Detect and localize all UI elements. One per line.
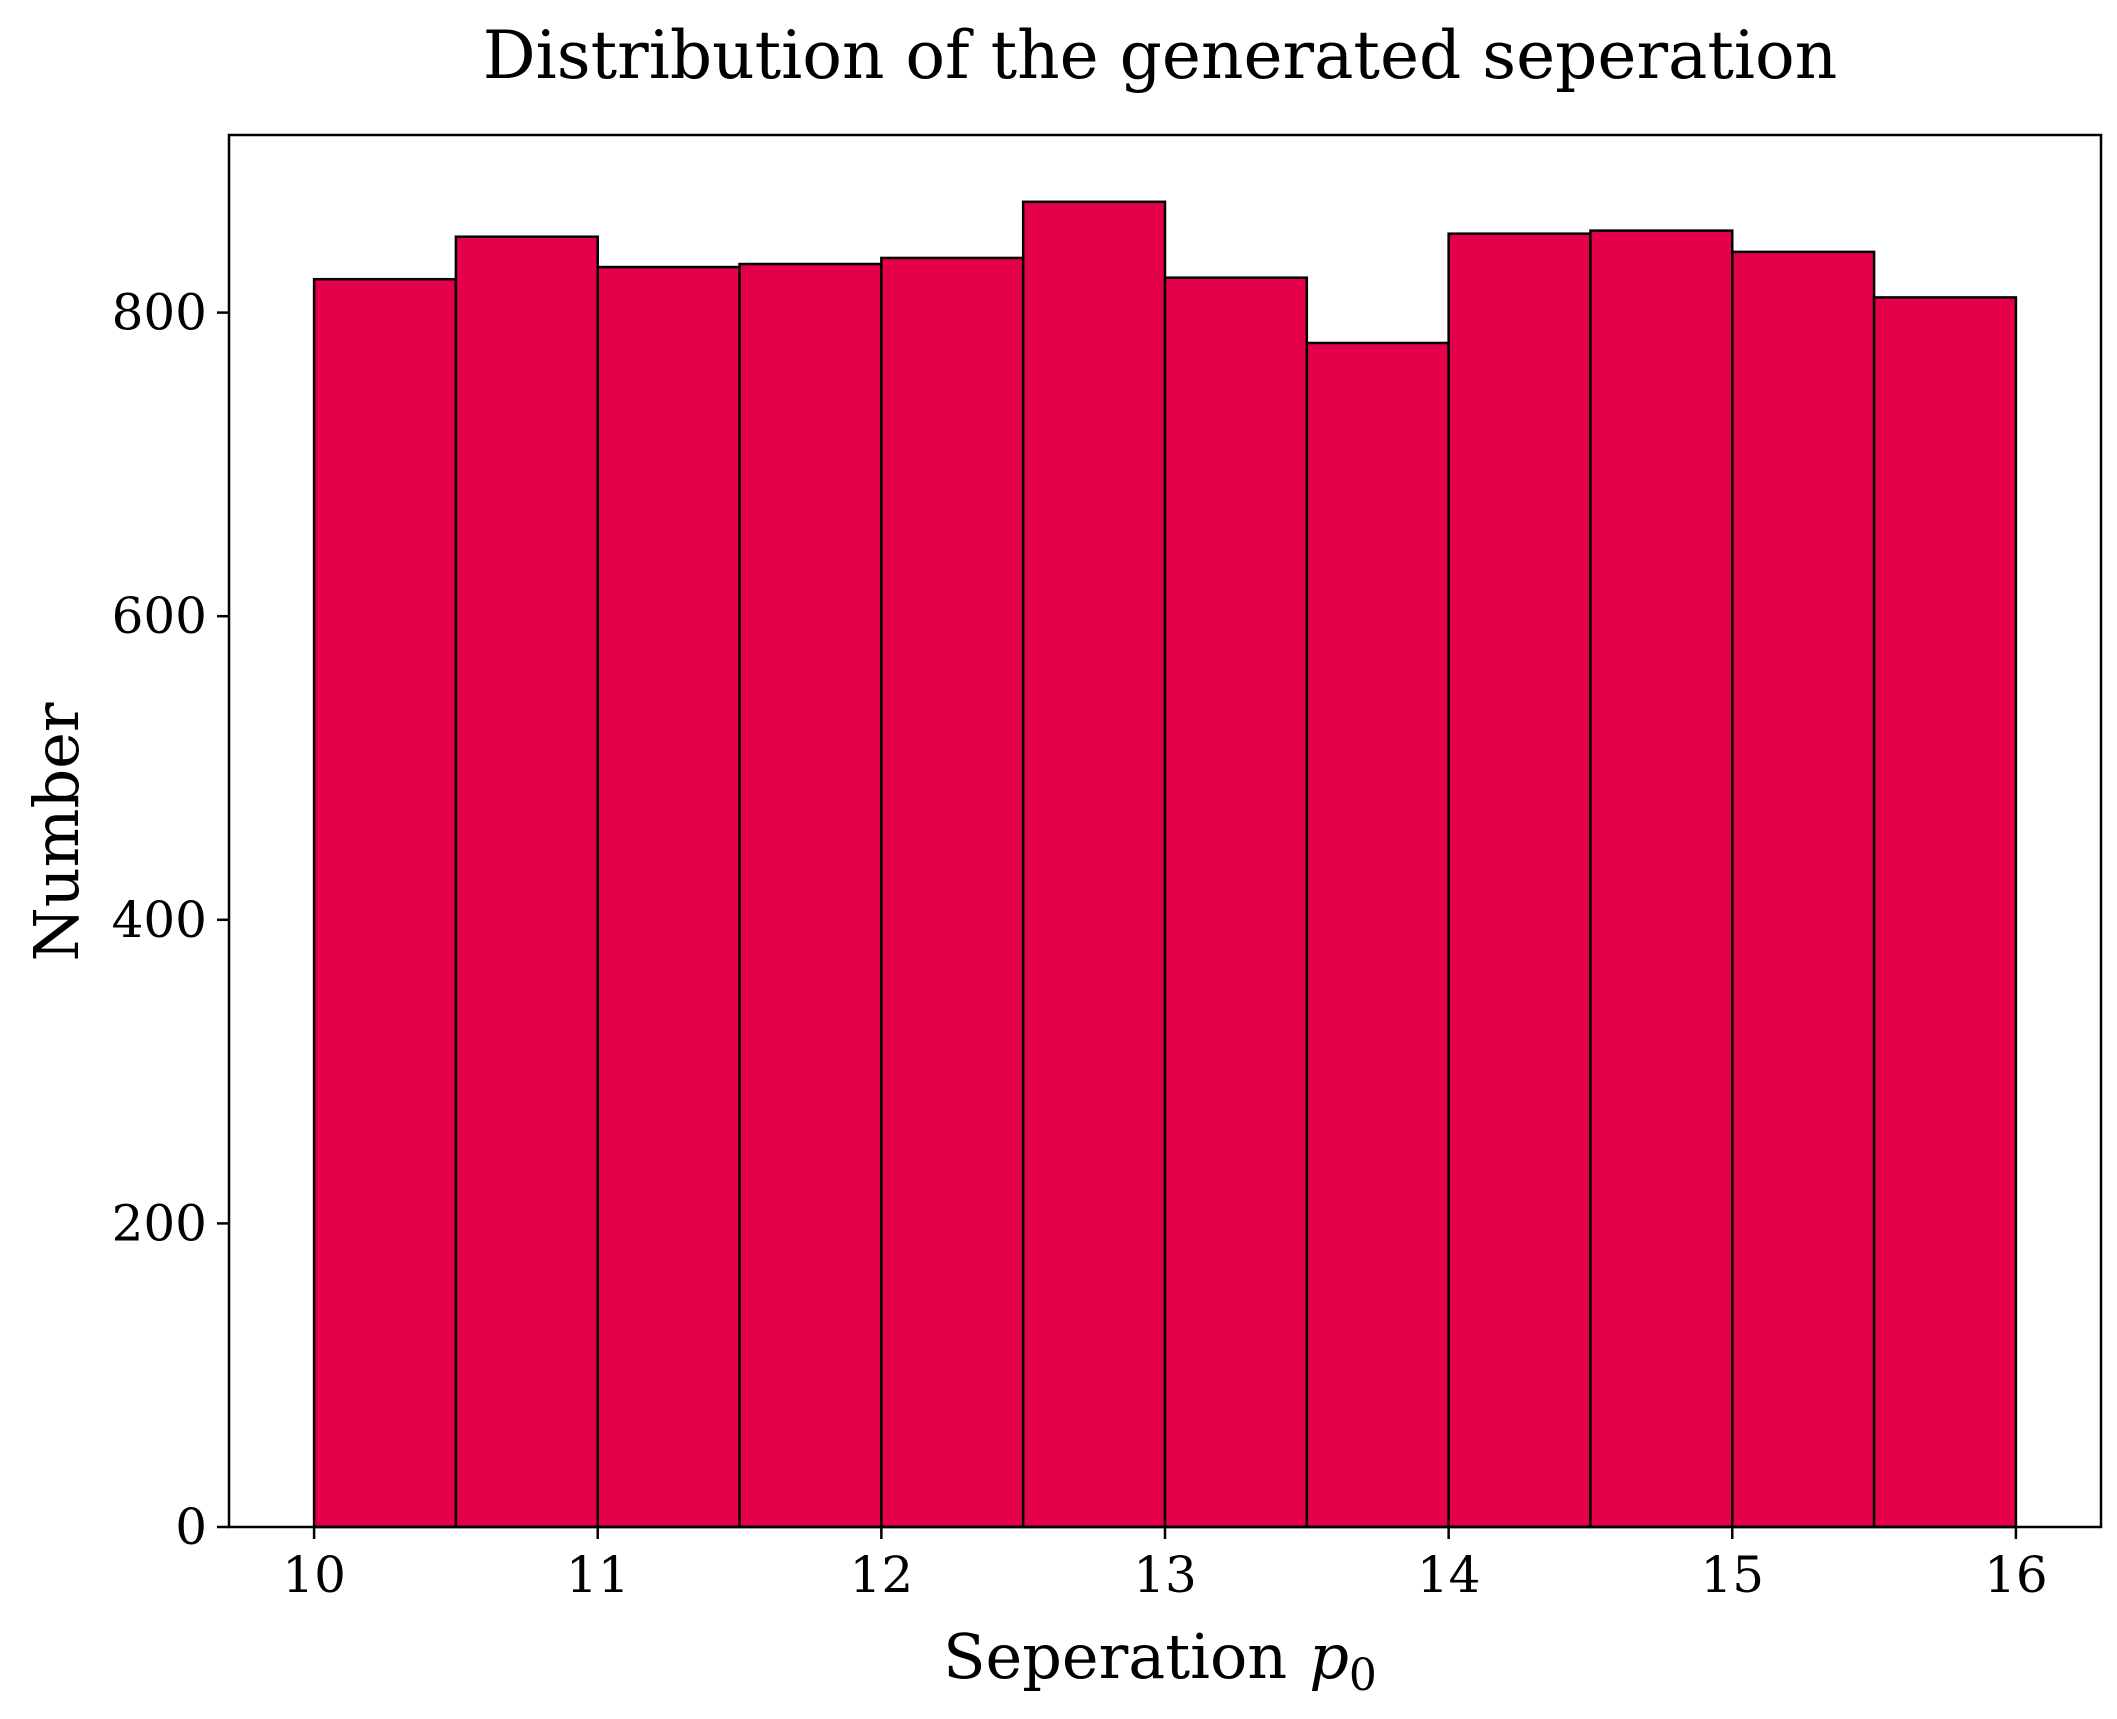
x-axis-label-subscript: 0 — [1349, 1650, 1377, 1701]
histogram-bar — [738, 262, 883, 1529]
histogram-bar — [1872, 296, 2018, 1529]
x-tick-label: 13 — [1133, 1546, 1197, 1604]
histogram-bar — [312, 277, 458, 1529]
histogram-bar — [1731, 250, 1876, 1529]
x-tick-label: 11 — [566, 1546, 630, 1604]
histogram-bar — [1163, 276, 1309, 1529]
y-tick-label: 600 — [112, 587, 207, 645]
x-axis-label-symbol: p — [1309, 1620, 1349, 1693]
histogram-bar — [1305, 341, 1450, 1529]
x-tick-label: 10 — [282, 1546, 346, 1604]
histogram-bar — [454, 235, 599, 1529]
histogram-bar — [596, 265, 741, 1529]
bars-group — [312, 200, 2018, 1529]
x-tick-label: 14 — [1417, 1546, 1481, 1604]
y-tick-label: 0 — [175, 1498, 207, 1556]
histogram-bar — [1447, 232, 1592, 1529]
x-axis-label-text: Seperation — [943, 1620, 1287, 1693]
x-axis-label: Seperation p0 — [943, 1620, 1377, 1701]
x-tick-label: 16 — [1984, 1546, 2048, 1604]
y-tick-label: 400 — [112, 891, 207, 949]
y-tick-label: 200 — [112, 1194, 207, 1252]
x-tick-label: 12 — [850, 1546, 914, 1604]
y-axis-ticks: 0 200 400 600 800 — [112, 284, 229, 1556]
x-axis-ticks: 10 11 12 13 14 15 16 — [282, 1527, 2048, 1604]
y-axis-label: Number — [20, 702, 93, 961]
y-tick-label: 800 — [112, 284, 207, 342]
histogram-bar — [1589, 229, 1734, 1529]
histogram-bar — [1021, 200, 1167, 1529]
x-tick-label: 15 — [1700, 1546, 1764, 1604]
chart-title: Distribution of the generated seperation — [483, 17, 1837, 94]
histogram-bar — [880, 256, 1025, 1529]
